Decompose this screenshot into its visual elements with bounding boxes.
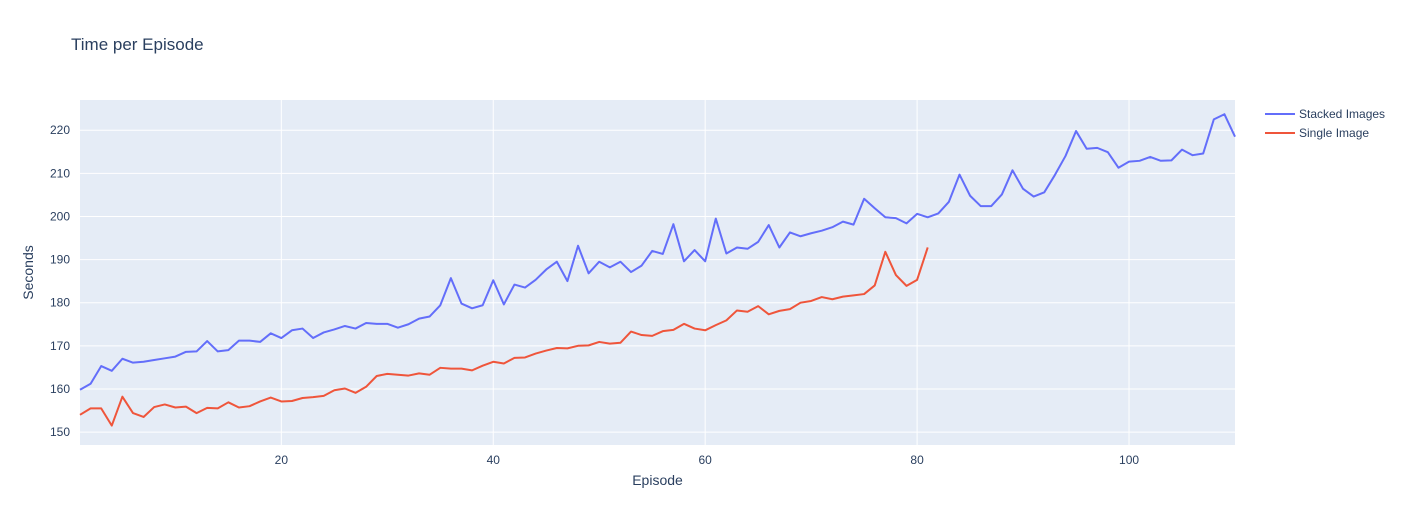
y-tick-label: 210	[50, 166, 70, 180]
x-tick-label: 60	[699, 453, 713, 467]
chart-title: Time per Episode	[71, 35, 204, 54]
legend-item-single-image[interactable]: Single Image	[1265, 126, 1369, 140]
x-tick-label: 100	[1119, 453, 1139, 467]
y-tick-label: 180	[50, 296, 70, 310]
y-tick-label: 160	[50, 382, 70, 396]
legend-label: Single Image	[1299, 126, 1369, 140]
legend[interactable]: Stacked Images Single Image	[1265, 107, 1385, 140]
y-tick-label: 200	[50, 209, 70, 223]
axis-ticks: 150 160 170 180 190 200 210 220 20 40 60 80 100	[50, 123, 1139, 467]
x-tick-label: 20	[275, 453, 289, 467]
x-tick-label: 40	[487, 453, 501, 467]
y-tick-label: 170	[50, 339, 70, 353]
legend-label: Stacked Images	[1299, 107, 1385, 121]
y-axis-title: Seconds	[20, 245, 36, 299]
legend-item-stacked-images[interactable]: Stacked Images	[1265, 107, 1385, 121]
series-line-stacked-images	[79, 113, 1236, 391]
y-tick-label: 220	[50, 123, 70, 137]
plot-area	[80, 100, 1235, 445]
grid	[80, 100, 1235, 445]
y-tick-label: 190	[50, 253, 70, 267]
x-axis-title: Episode	[632, 472, 683, 488]
series-line-single-image	[79, 247, 929, 427]
y-tick-label: 150	[50, 425, 70, 439]
series-lines	[79, 113, 1236, 427]
x-tick-label: 80	[910, 453, 924, 467]
